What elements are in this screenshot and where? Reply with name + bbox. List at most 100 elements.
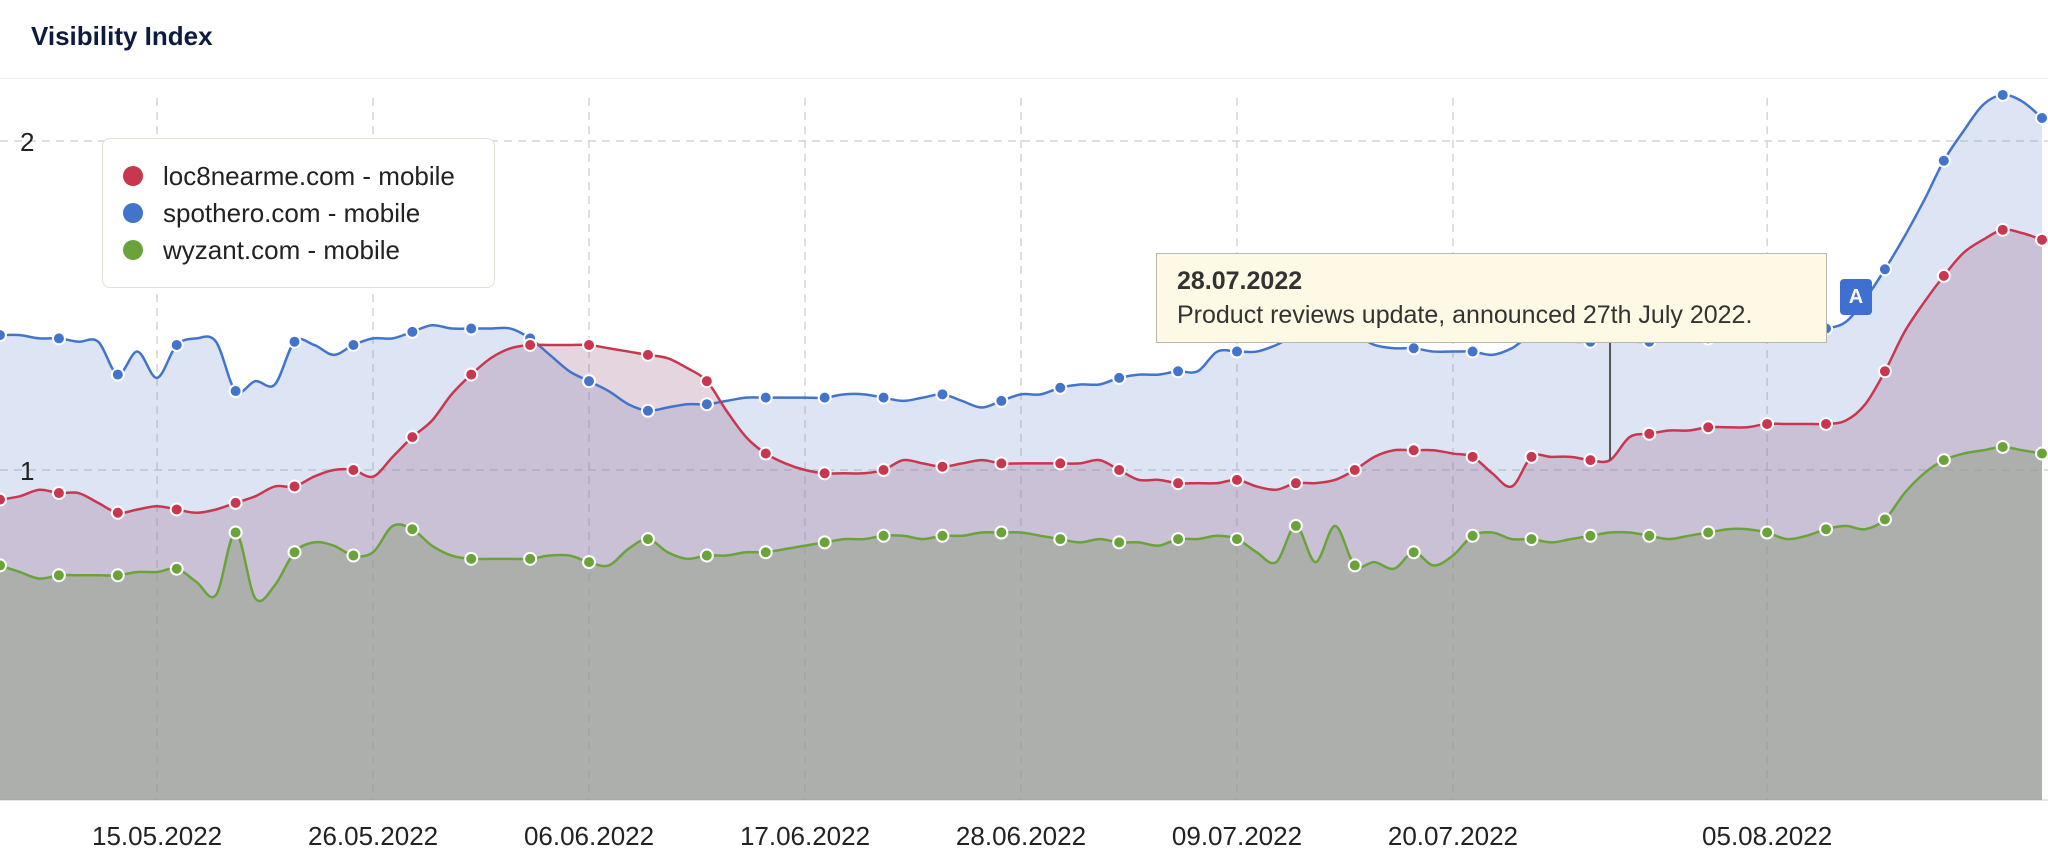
point-spothero[interactable]	[1229, 344, 1244, 359]
point-spothero[interactable]	[582, 374, 597, 389]
point-wyzant[interactable]	[935, 528, 950, 543]
point-spothero[interactable]	[876, 390, 891, 405]
point-spothero[interactable]	[1053, 380, 1068, 395]
point-wyzant[interactable]	[1583, 528, 1598, 543]
point-spothero[interactable]	[935, 387, 950, 402]
point-loc8nearme[interactable]	[1877, 364, 1892, 379]
point-spothero[interactable]	[2035, 110, 2048, 125]
point-spothero[interactable]	[640, 403, 655, 418]
point-wyzant[interactable]	[51, 568, 66, 583]
point-wyzant[interactable]	[1701, 525, 1716, 540]
point-loc8nearme[interactable]	[758, 446, 773, 461]
point-wyzant[interactable]	[110, 568, 125, 583]
point-spothero[interactable]	[1936, 153, 1951, 168]
point-wyzant[interactable]	[346, 548, 361, 563]
point-spothero[interactable]	[1465, 344, 1480, 359]
point-loc8nearme[interactable]	[523, 337, 538, 352]
point-wyzant[interactable]	[1465, 528, 1480, 543]
point-spothero[interactable]	[994, 393, 1009, 408]
point-wyzant[interactable]	[758, 545, 773, 560]
point-wyzant[interactable]	[2035, 446, 2048, 461]
point-wyzant[interactable]	[1288, 518, 1303, 533]
point-spothero[interactable]	[758, 390, 773, 405]
point-wyzant[interactable]	[1819, 522, 1834, 537]
point-wyzant[interactable]	[1642, 528, 1657, 543]
point-spothero[interactable]	[1112, 370, 1127, 385]
point-wyzant[interactable]	[464, 551, 479, 566]
point-spothero[interactable]	[464, 321, 479, 336]
point-spothero[interactable]	[817, 390, 832, 405]
annotation-marker-a[interactable]: A	[1840, 279, 1872, 315]
point-wyzant[interactable]	[640, 532, 655, 547]
point-loc8nearme[interactable]	[1406, 443, 1421, 458]
point-wyzant[interactable]	[994, 525, 1009, 540]
point-spothero[interactable]	[346, 337, 361, 352]
point-spothero[interactable]	[51, 331, 66, 346]
point-wyzant[interactable]	[1171, 532, 1186, 547]
point-loc8nearme[interactable]	[1347, 463, 1362, 477]
point-loc8nearme[interactable]	[1760, 416, 1775, 431]
point-spothero[interactable]	[1171, 364, 1186, 379]
point-loc8nearme[interactable]	[0, 492, 7, 507]
point-loc8nearme[interactable]	[1229, 472, 1244, 487]
point-wyzant[interactable]	[1760, 525, 1775, 540]
point-loc8nearme[interactable]	[1701, 420, 1716, 435]
point-wyzant[interactable]	[817, 535, 832, 550]
point-wyzant[interactable]	[876, 528, 891, 543]
point-loc8nearme[interactable]	[994, 456, 1009, 471]
series-points[interactable]	[0, 87, 2048, 583]
point-wyzant[interactable]	[699, 548, 714, 563]
point-loc8nearme[interactable]	[1583, 453, 1598, 468]
point-wyzant[interactable]	[1347, 558, 1362, 573]
point-loc8nearme[interactable]	[1936, 268, 1951, 283]
point-loc8nearme[interactable]	[935, 459, 950, 474]
point-spothero[interactable]	[228, 384, 243, 399]
point-loc8nearme[interactable]	[1112, 463, 1127, 477]
point-loc8nearme[interactable]	[405, 430, 420, 445]
point-spothero[interactable]	[1406, 341, 1421, 356]
point-loc8nearme[interactable]	[1288, 476, 1303, 491]
point-wyzant[interactable]	[169, 561, 184, 576]
point-loc8nearme[interactable]	[346, 463, 361, 477]
point-wyzant[interactable]	[582, 555, 597, 570]
point-wyzant[interactable]	[1877, 512, 1892, 527]
legend-item-wyzant[interactable]: wyzant.com - mobile	[123, 232, 400, 268]
point-spothero[interactable]	[405, 324, 420, 339]
point-loc8nearme[interactable]	[640, 347, 655, 362]
point-loc8nearme[interactable]	[228, 495, 243, 510]
point-loc8nearme[interactable]	[699, 374, 714, 389]
point-loc8nearme[interactable]	[1524, 449, 1539, 464]
point-loc8nearme[interactable]	[169, 502, 184, 517]
point-spothero[interactable]	[287, 334, 302, 349]
point-wyzant[interactable]	[523, 551, 538, 566]
point-wyzant[interactable]	[1229, 532, 1244, 547]
point-wyzant[interactable]	[405, 522, 420, 537]
point-wyzant[interactable]	[287, 545, 302, 560]
point-wyzant[interactable]	[0, 558, 7, 573]
point-spothero[interactable]	[1995, 87, 2010, 102]
point-wyzant[interactable]	[1406, 545, 1421, 560]
point-loc8nearme[interactable]	[110, 505, 125, 520]
point-loc8nearme[interactable]	[1171, 476, 1186, 491]
point-loc8nearme[interactable]	[1053, 456, 1068, 471]
point-spothero[interactable]	[699, 397, 714, 412]
point-loc8nearme[interactable]	[817, 466, 832, 481]
point-loc8nearme[interactable]	[464, 367, 479, 382]
point-loc8nearme[interactable]	[876, 463, 891, 477]
legend-item-spothero[interactable]: spothero.com - mobile	[123, 195, 420, 231]
point-spothero[interactable]	[1877, 262, 1892, 277]
point-loc8nearme[interactable]	[1465, 449, 1480, 464]
point-loc8nearme[interactable]	[2035, 232, 2048, 247]
point-wyzant[interactable]	[1995, 439, 2010, 454]
legend-item-loc8nearme[interactable]: loc8nearme.com - mobile	[123, 158, 455, 194]
point-loc8nearme[interactable]	[1642, 426, 1657, 441]
point-loc8nearme[interactable]	[1995, 222, 2010, 237]
point-loc8nearme[interactable]	[582, 337, 597, 352]
point-loc8nearme[interactable]	[51, 486, 66, 501]
point-wyzant[interactable]	[1112, 535, 1127, 550]
point-spothero[interactable]	[110, 367, 125, 382]
point-wyzant[interactable]	[228, 525, 243, 540]
point-spothero[interactable]	[169, 337, 184, 352]
point-loc8nearme[interactable]	[287, 479, 302, 494]
